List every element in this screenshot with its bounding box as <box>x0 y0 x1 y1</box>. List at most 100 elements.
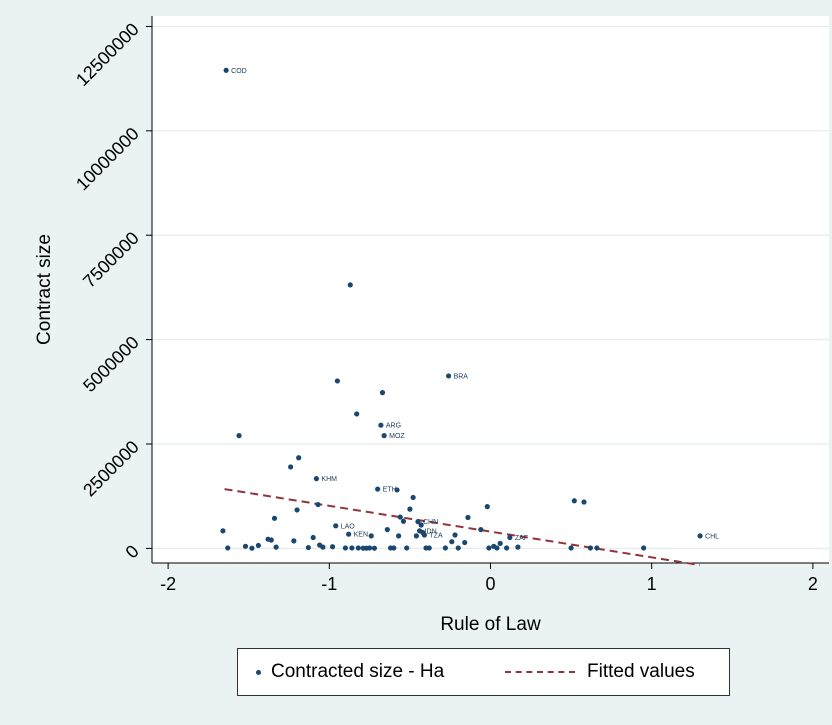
data-point <box>333 523 339 529</box>
data-point <box>271 515 278 521</box>
data-point <box>381 433 387 439</box>
data-point <box>404 545 410 551</box>
data-point <box>294 507 300 513</box>
data-point <box>268 537 274 543</box>
data-point <box>504 545 510 551</box>
data-point <box>426 545 432 551</box>
point-label: COD <box>231 68 247 75</box>
data-point <box>236 433 242 439</box>
point-label: KEN <box>354 532 368 539</box>
data-point <box>371 545 378 551</box>
data-point <box>225 545 231 551</box>
point-label: ARG <box>386 423 401 430</box>
data-point <box>346 531 352 537</box>
data-point <box>349 545 355 551</box>
data-point <box>507 534 513 541</box>
data-point <box>594 545 600 551</box>
data-point <box>452 532 458 538</box>
data-point <box>400 518 407 524</box>
point-label: LAO <box>341 523 356 530</box>
point-label: CHN <box>423 519 438 526</box>
point-label: MOZ <box>389 433 405 440</box>
legend-marker-dashed-line <box>505 671 575 673</box>
data-point <box>494 545 500 551</box>
data-point <box>462 539 468 546</box>
data-point <box>220 528 226 534</box>
y-tick-label: 0 <box>122 541 143 562</box>
point-label: IDN <box>425 528 437 535</box>
data-point <box>354 411 360 417</box>
data-point <box>396 533 402 539</box>
legend-item-contracted-size: Contracted size - Ha <box>256 649 444 695</box>
legend-marker-dot <box>256 669 261 675</box>
data-point <box>347 282 353 288</box>
legend-label-fitted-values: Fitted values <box>587 661 695 682</box>
data-point <box>342 545 349 551</box>
x-axis-title: Rule of Law <box>440 614 541 635</box>
data-point <box>581 499 587 505</box>
data-point <box>368 533 374 539</box>
data-point <box>455 545 461 551</box>
data-point <box>415 519 421 525</box>
plot-layer: 0 2500000 5000000 7500000 10000000 12500000 -2… <box>34 16 829 635</box>
data-point <box>410 494 416 501</box>
legend: Contracted size - Ha Fitted values <box>237 648 730 696</box>
data-point <box>394 487 400 493</box>
data-point <box>249 545 255 551</box>
data-point <box>367 545 373 551</box>
data-point <box>486 545 492 551</box>
data-point <box>378 422 384 428</box>
data-point <box>697 533 703 539</box>
x-tick-label: -2 <box>160 574 176 594</box>
y-tick-label: 7500000 <box>79 228 143 292</box>
fitted-values-line <box>224 488 701 567</box>
data-point <box>320 544 326 550</box>
data-point <box>571 498 577 504</box>
y-tick-label: 12500000 <box>72 19 143 90</box>
data-point <box>568 545 574 551</box>
data-point <box>255 542 261 549</box>
point-label: ETH <box>383 487 397 494</box>
data-point <box>291 538 297 544</box>
data-point <box>223 67 229 73</box>
data-point <box>315 501 321 508</box>
data-point <box>478 526 484 533</box>
data-point <box>497 540 503 546</box>
point-label: KHM <box>321 476 337 483</box>
data-point <box>418 522 424 528</box>
y-tick-label: 5000000 <box>79 332 143 396</box>
data-point <box>329 544 336 550</box>
x-tick-label: 2 <box>808 574 818 594</box>
data-point <box>313 476 320 482</box>
y-axis-title: Contract size <box>34 234 55 345</box>
data-point <box>384 526 390 533</box>
point-label: TZA <box>429 533 443 540</box>
data-point <box>484 504 490 510</box>
data-point <box>334 378 340 384</box>
point-label: BRA <box>454 373 469 380</box>
y-tick-label: 10000000 <box>72 124 143 195</box>
data-point <box>305 544 311 551</box>
data-point <box>641 545 647 551</box>
x-tick-label: 1 <box>647 574 657 594</box>
point-label: ZAF <box>515 535 528 542</box>
data-point <box>288 464 294 470</box>
data-point <box>449 539 455 545</box>
data-point <box>442 545 448 551</box>
data-point <box>445 373 452 379</box>
data-point <box>391 545 397 551</box>
data-point <box>379 390 386 396</box>
data-point <box>515 544 521 550</box>
data-point <box>273 544 279 550</box>
data-point <box>407 506 413 512</box>
point-label: CHL <box>705 533 719 540</box>
plot-area <box>152 16 829 563</box>
data-point <box>242 543 249 549</box>
x-tick-label: -1 <box>321 574 337 594</box>
data-point <box>413 533 419 539</box>
data-point <box>465 514 471 521</box>
data-point <box>375 486 381 492</box>
data-point <box>397 514 403 520</box>
